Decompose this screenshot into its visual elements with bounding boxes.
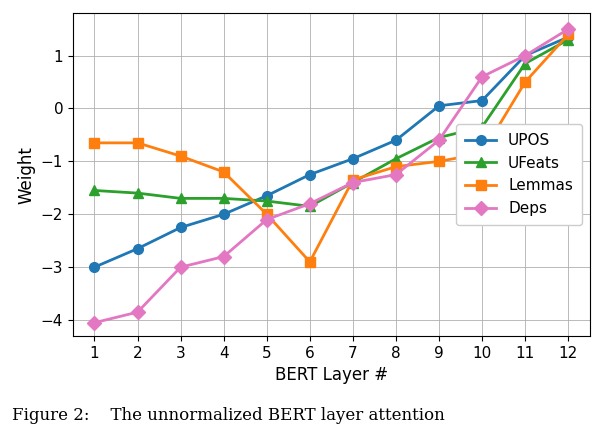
UFeats [349,180,356,185]
Lemmas [220,169,227,175]
UPOS [220,212,227,217]
Lemmas [478,151,486,156]
UPOS [177,225,184,230]
Lemmas [522,80,529,85]
Lemmas [177,153,184,159]
Deps [306,201,314,206]
Lemmas [263,212,271,217]
Deps [134,309,141,315]
Lemmas [134,140,141,145]
Deps [392,172,399,177]
Lemmas [565,32,572,37]
UPOS [435,103,443,108]
UFeats [435,135,443,140]
Deps [177,264,184,270]
Line: Deps: Deps [89,24,573,328]
Deps [435,137,443,143]
UFeats [263,198,271,204]
Line: UPOS: UPOS [89,32,573,272]
UPOS [134,246,141,251]
UPOS [306,172,314,177]
Line: UFeats: UFeats [89,35,573,211]
Line: Lemmas: Lemmas [89,30,573,267]
UPOS [349,156,356,161]
Legend: UPOS, UFeats, Lemmas, Deps: UPOS, UFeats, Lemmas, Deps [456,124,582,225]
UFeats [220,196,227,201]
Lemmas [91,140,98,145]
Deps [522,53,529,58]
UPOS [565,34,572,40]
Text: Figure 2:    The unnormalized BERT layer attention: Figure 2: The unnormalized BERT layer at… [12,408,445,424]
Y-axis label: Weight: Weight [17,146,35,203]
UPOS [478,98,486,103]
Deps [478,74,486,80]
Deps [220,254,227,259]
Deps [349,180,356,185]
UPOS [392,137,399,143]
Deps [263,217,271,222]
Deps [91,320,98,325]
UPOS [91,264,98,270]
UFeats [91,188,98,193]
Lemmas [392,164,399,169]
UFeats [177,196,184,201]
UFeats [478,124,486,130]
UPOS [263,193,271,198]
UPOS [522,53,529,58]
UFeats [565,37,572,42]
Deps [565,27,572,32]
Lemmas [306,259,314,264]
UFeats [134,191,141,196]
UFeats [522,61,529,66]
UFeats [392,156,399,161]
X-axis label: BERT Layer #: BERT Layer # [275,366,388,384]
UFeats [306,204,314,209]
Lemmas [349,177,356,183]
Lemmas [435,159,443,164]
